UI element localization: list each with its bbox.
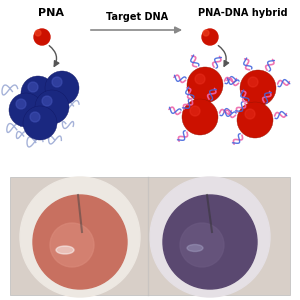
Circle shape — [202, 29, 218, 45]
Circle shape — [203, 30, 209, 36]
Circle shape — [163, 195, 257, 289]
Circle shape — [237, 102, 273, 138]
Circle shape — [20, 177, 140, 297]
Circle shape — [182, 99, 218, 135]
Circle shape — [187, 67, 223, 103]
Circle shape — [248, 77, 258, 87]
Circle shape — [240, 70, 276, 106]
Circle shape — [35, 30, 41, 36]
Circle shape — [30, 112, 40, 122]
Circle shape — [180, 223, 224, 267]
Circle shape — [150, 177, 270, 297]
Circle shape — [21, 76, 55, 110]
Circle shape — [34, 29, 50, 45]
Ellipse shape — [56, 246, 74, 254]
Text: PNA-DNA hybrid: PNA-DNA hybrid — [198, 8, 288, 18]
Circle shape — [35, 90, 69, 124]
Circle shape — [9, 93, 43, 127]
Circle shape — [16, 99, 26, 109]
Circle shape — [190, 106, 200, 116]
Circle shape — [45, 71, 79, 105]
Circle shape — [28, 82, 38, 92]
Circle shape — [33, 195, 127, 289]
FancyBboxPatch shape — [10, 177, 290, 295]
Ellipse shape — [187, 244, 203, 251]
Circle shape — [52, 77, 62, 87]
Circle shape — [50, 223, 94, 267]
Circle shape — [42, 96, 52, 106]
Text: Target DNA: Target DNA — [106, 12, 168, 22]
Circle shape — [23, 106, 57, 140]
Circle shape — [195, 74, 205, 84]
Text: PNA: PNA — [38, 8, 64, 18]
Circle shape — [245, 109, 255, 119]
